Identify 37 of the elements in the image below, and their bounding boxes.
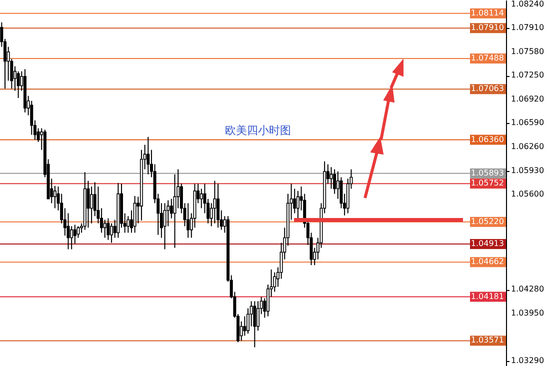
y-tick-label: 1.06590 xyxy=(511,118,544,128)
candlestick xyxy=(90,186,94,224)
candlestick xyxy=(133,195,136,234)
candlestick xyxy=(216,183,220,228)
annotation: 欧美四小时图 xyxy=(225,124,291,137)
y-tick-label: 1.04280 xyxy=(511,284,544,294)
candlestick xyxy=(163,202,166,250)
candlestick xyxy=(296,190,300,219)
y-tick-label: 1.06920 xyxy=(511,94,544,104)
candlestick xyxy=(53,185,56,209)
candlestick xyxy=(106,218,110,240)
candlestick xyxy=(243,316,246,336)
candlestick xyxy=(186,202,190,238)
y-tick-label: 1.07580 xyxy=(511,46,544,56)
y-tick-label: 1.07250 xyxy=(511,70,544,80)
candlestick xyxy=(200,188,203,209)
candlestick xyxy=(253,300,256,348)
candlestick xyxy=(213,180,216,224)
candlestick xyxy=(86,180,90,228)
y-tick-label: 1.06260 xyxy=(511,142,544,151)
candlestick xyxy=(330,166,333,190)
candlestick xyxy=(256,300,260,332)
candlestick xyxy=(70,226,74,250)
candlestick xyxy=(173,174,176,248)
candlestick xyxy=(110,222,114,244)
candlestick xyxy=(103,219,106,238)
y-tick-label: 1.05930 xyxy=(511,166,544,175)
candlestick xyxy=(16,70,20,98)
y-tick-label: 1.08240 xyxy=(511,0,544,8)
candlestick xyxy=(146,136,150,175)
candlestick xyxy=(126,216,130,234)
y-tick-label: 1.05600 xyxy=(511,190,544,199)
y-tick-label: 1.07910 xyxy=(511,23,544,32)
candlestick xyxy=(73,224,76,244)
y-tick-label: 1.03950 xyxy=(511,308,544,318)
y-tick-label: 1.03290 xyxy=(511,356,544,365)
candlestick xyxy=(336,170,340,200)
